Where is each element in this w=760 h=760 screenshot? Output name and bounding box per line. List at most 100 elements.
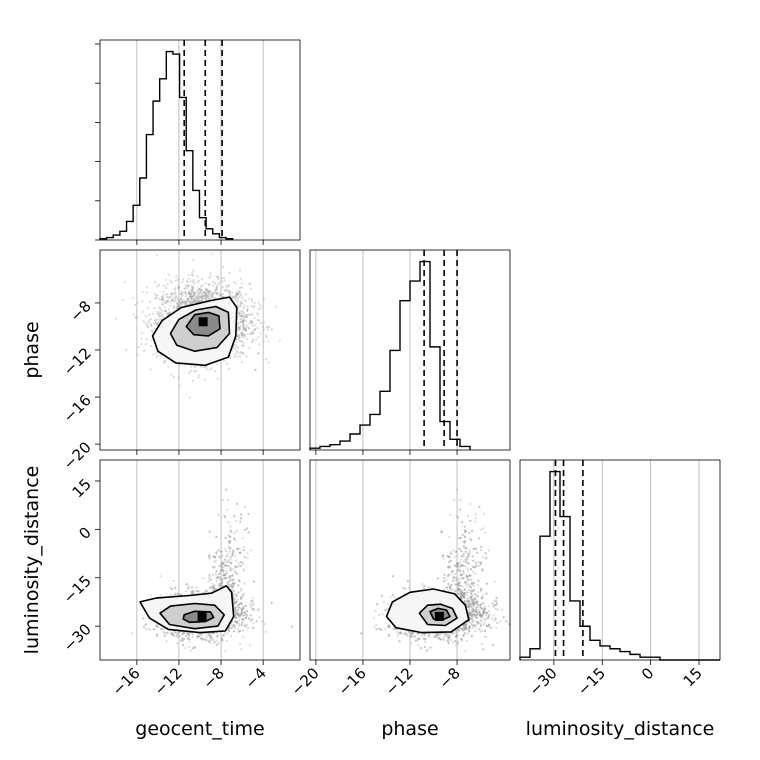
scatter-point bbox=[234, 581, 237, 585]
scatter-point bbox=[156, 253, 159, 256]
scatter-point bbox=[211, 294, 214, 297]
scatter-point bbox=[209, 294, 212, 297]
scatter-point bbox=[234, 538, 237, 542]
scatter-point bbox=[212, 565, 215, 569]
scatter-point bbox=[196, 635, 199, 639]
scatter-point bbox=[229, 578, 232, 581]
scatter-point bbox=[233, 626, 236, 629]
scatter-point bbox=[232, 551, 235, 554]
scatter-point bbox=[243, 333, 246, 336]
scatter-point bbox=[263, 622, 266, 626]
scatter-point bbox=[203, 291, 206, 294]
scatter-inner bbox=[115, 253, 281, 399]
scatter-point bbox=[231, 574, 234, 577]
scatter-point bbox=[207, 640, 211, 643]
scatter-point bbox=[166, 283, 169, 286]
scatter-point bbox=[173, 292, 176, 295]
scatter-point bbox=[157, 321, 160, 324]
scatter-point bbox=[204, 288, 208, 291]
scatter-point bbox=[185, 303, 188, 306]
scatter-point bbox=[220, 554, 223, 557]
scatter-point bbox=[222, 573, 225, 576]
scatter-point bbox=[160, 317, 163, 321]
scatter-point bbox=[233, 589, 236, 592]
scatter-point bbox=[234, 620, 237, 623]
scatter-point bbox=[215, 635, 218, 639]
scatter-point bbox=[243, 592, 246, 595]
scatter-point bbox=[246, 557, 249, 560]
scatter-point bbox=[245, 329, 248, 333]
scatter-point bbox=[240, 350, 243, 354]
scatter-point bbox=[247, 326, 250, 329]
scatter-point bbox=[243, 336, 246, 339]
scatter-point bbox=[240, 623, 243, 626]
scatter-point bbox=[275, 305, 278, 308]
scatter-point bbox=[150, 318, 153, 321]
scatter-point bbox=[196, 275, 199, 278]
scatter-point bbox=[182, 299, 186, 302]
scatter-point bbox=[215, 551, 218, 554]
scatter-point bbox=[227, 545, 230, 548]
scatter-point bbox=[172, 375, 175, 379]
histogram-phase bbox=[309, 260, 471, 450]
scatter-point bbox=[211, 589, 214, 592]
scatter-point bbox=[239, 629, 242, 633]
scatter-point bbox=[158, 314, 161, 317]
scatter-point bbox=[176, 302, 179, 305]
scatter-point bbox=[181, 301, 184, 304]
scatter-point bbox=[228, 291, 232, 294]
scatter-point bbox=[234, 613, 238, 616]
density-peak bbox=[198, 317, 208, 327]
scatter-point bbox=[191, 591, 194, 595]
scatter-point bbox=[199, 288, 202, 291]
scatter-point bbox=[239, 551, 242, 554]
scatter-point bbox=[240, 587, 243, 591]
scatter-point bbox=[245, 610, 249, 613]
scatter-point bbox=[236, 603, 239, 607]
scatter-point bbox=[238, 623, 241, 626]
scatter-point bbox=[233, 531, 236, 535]
scatter-point bbox=[192, 269, 195, 272]
scatter-point bbox=[153, 327, 156, 330]
scatter-point bbox=[188, 640, 191, 643]
scatter-point bbox=[159, 594, 162, 597]
scatter-point bbox=[206, 294, 210, 297]
scatter-point bbox=[235, 344, 238, 348]
scatter-point bbox=[190, 365, 193, 368]
scatter-point bbox=[250, 320, 253, 323]
scatter-point bbox=[224, 564, 227, 567]
scatter-point bbox=[246, 305, 249, 308]
scatter-point bbox=[217, 572, 221, 576]
scatter-point bbox=[221, 293, 224, 296]
scatter-point bbox=[199, 295, 202, 298]
scatter-point bbox=[145, 314, 148, 317]
histogram-panel-luminosity_distance bbox=[519, 459, 721, 665]
scatter-point bbox=[224, 558, 227, 561]
histogram-luminosity_distance bbox=[519, 470, 720, 661]
scatter-point bbox=[169, 279, 172, 282]
scatter-point bbox=[172, 634, 175, 637]
scatter-point bbox=[134, 316, 137, 319]
scatter-point bbox=[163, 631, 166, 634]
scatter-point bbox=[174, 286, 177, 290]
scatter-point bbox=[189, 649, 192, 652]
scatter-point bbox=[170, 295, 173, 298]
scatter-point bbox=[199, 293, 202, 296]
scatter-point bbox=[190, 297, 193, 300]
scatter-point bbox=[190, 586, 194, 589]
scatter-point bbox=[233, 630, 236, 633]
scatter-point bbox=[134, 303, 137, 307]
scatter-point bbox=[235, 341, 238, 344]
scatter-point bbox=[245, 613, 248, 617]
scatter-point bbox=[217, 549, 220, 552]
scatter-point bbox=[217, 575, 220, 579]
scatter-point bbox=[178, 300, 181, 303]
scatter-point bbox=[195, 299, 198, 303]
scatter-point bbox=[199, 291, 202, 294]
scatter-point bbox=[254, 324, 257, 327]
scatter-point bbox=[142, 290, 145, 293]
scatter-point bbox=[264, 334, 268, 337]
scatter-point bbox=[147, 307, 150, 310]
scatter-point bbox=[240, 331, 243, 334]
scatter-point bbox=[236, 547, 239, 551]
